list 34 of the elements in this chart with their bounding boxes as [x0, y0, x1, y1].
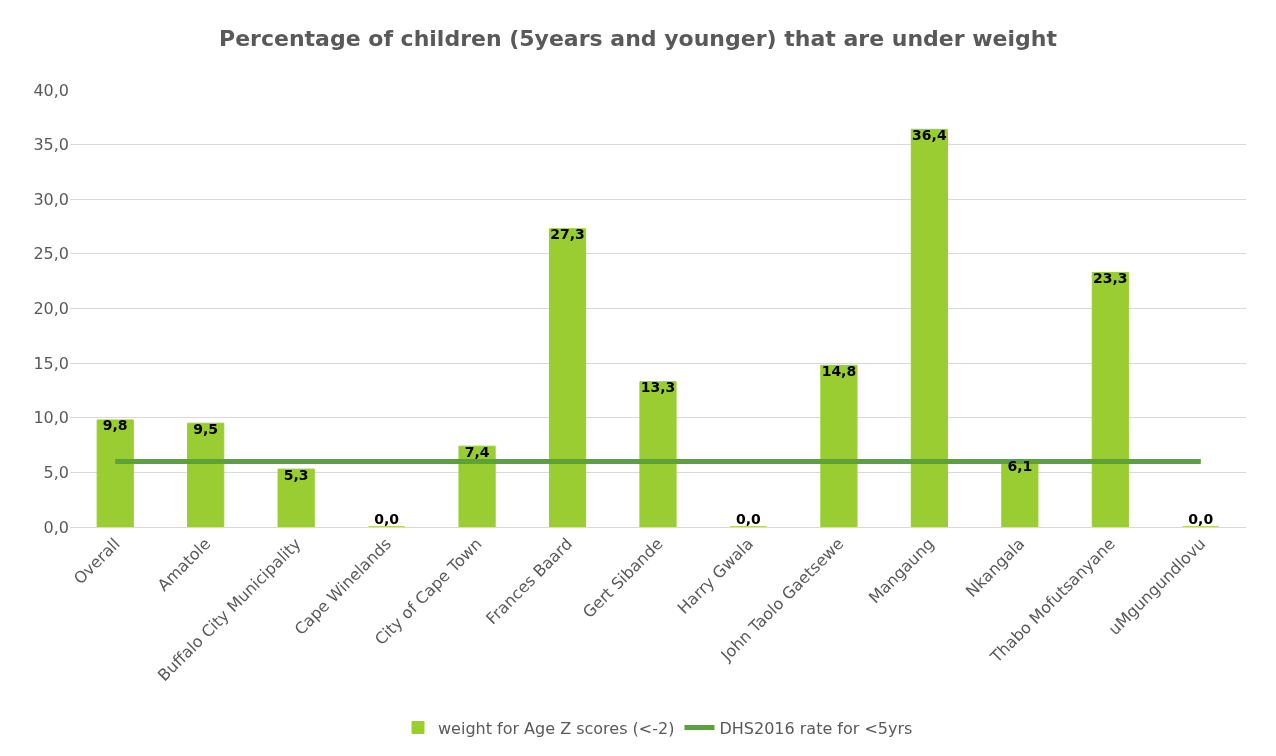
y-tick-label: 25,0 — [33, 244, 69, 264]
y-tick-label: 10,0 — [33, 408, 69, 428]
y-tick-label: 5,0 — [43, 462, 69, 482]
data-label: 23,3 — [1093, 269, 1128, 286]
bar — [639, 381, 677, 527]
y-tick-label: 0,0 — [43, 517, 69, 537]
bar — [96, 419, 134, 527]
y-tick-label: 30,0 — [33, 189, 69, 209]
data-label: 14,8 — [821, 362, 857, 379]
bar — [277, 468, 315, 527]
data-label: 0,0 — [1188, 510, 1214, 527]
data-label: 0,0 — [374, 510, 400, 527]
data-label: 36,4 — [912, 126, 947, 143]
y-tick-label: 40,0 — [33, 80, 69, 100]
data-label: 5,3 — [283, 466, 309, 483]
chart-title: Percentage of children (5years and younger) that are under weight — [219, 25, 1058, 51]
data-label: 13,3 — [640, 379, 676, 396]
bar — [820, 364, 858, 527]
y-tick-label: 20,0 — [33, 299, 69, 319]
y-tick-label: 35,0 — [33, 135, 69, 155]
data-label: 9,8 — [102, 417, 128, 434]
data-label: 9,5 — [193, 420, 219, 437]
bar — [187, 422, 225, 527]
bar — [548, 228, 587, 527]
data-label: 0,0 — [736, 510, 762, 527]
bar — [458, 445, 496, 527]
data-label: 6,1 — [1007, 457, 1033, 474]
data-label: 27,3 — [550, 226, 585, 243]
bar — [910, 128, 948, 527]
y-tick-label: 15,0 — [33, 353, 69, 373]
data-label: 7,4 — [464, 443, 490, 460]
legend-label: DHS2016 rate for <5yrs — [719, 718, 913, 738]
bar — [1091, 271, 1129, 527]
legend-label: weight for Age Z scores (<-2) — [438, 718, 675, 738]
